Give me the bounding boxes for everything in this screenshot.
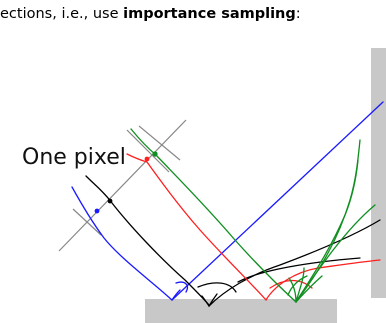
red-ray-dot bbox=[144, 156, 150, 162]
floor-surface bbox=[145, 299, 337, 323]
pixel-frustum bbox=[58, 119, 187, 252]
caption-prefix: ections, i.e., use bbox=[0, 6, 124, 22]
black-ray bbox=[85, 175, 381, 308]
pixel-label: One pixel bbox=[22, 145, 126, 170]
black-ray-dot bbox=[107, 198, 113, 204]
caption-text: ections, i.e., use importance sampling: bbox=[0, 6, 301, 22]
green-ray bbox=[130, 128, 376, 303]
red-ray bbox=[126, 153, 381, 301]
green-ray-dot bbox=[152, 151, 158, 157]
caption-emphasis: importance sampling bbox=[123, 6, 296, 22]
caption-suffix: : bbox=[295, 6, 301, 22]
blue-ray-dot bbox=[94, 208, 100, 214]
blue-ray bbox=[71, 101, 384, 301]
